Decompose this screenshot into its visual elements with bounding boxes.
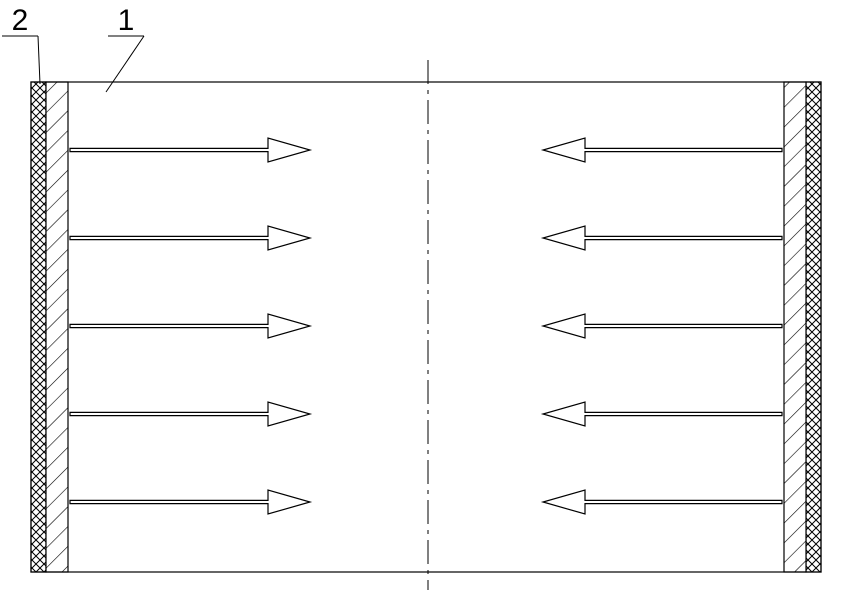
label-1: 1 [118,4,135,37]
inner-band-left [46,82,68,572]
outer-band-left [31,82,46,572]
diagram-svg: 12 [0,0,850,594]
arrow-left-5 [70,490,310,514]
leader-2 [38,36,40,84]
arrow-left-2 [70,226,310,250]
arrow-left-1 [70,138,310,162]
arrow-right-5 [543,490,782,514]
arrow-right-1 [543,138,782,162]
arrow-right-3 [543,314,782,338]
leader-1 [106,36,144,92]
arrow-left-3 [70,314,310,338]
diagram-stage: 12 [0,0,850,594]
outer-band-right [806,82,821,572]
arrow-right-2 [543,226,782,250]
inner-band-right [784,82,806,572]
label-2: 2 [12,4,29,37]
arrow-left-4 [70,402,310,426]
arrow-right-4 [543,402,782,426]
